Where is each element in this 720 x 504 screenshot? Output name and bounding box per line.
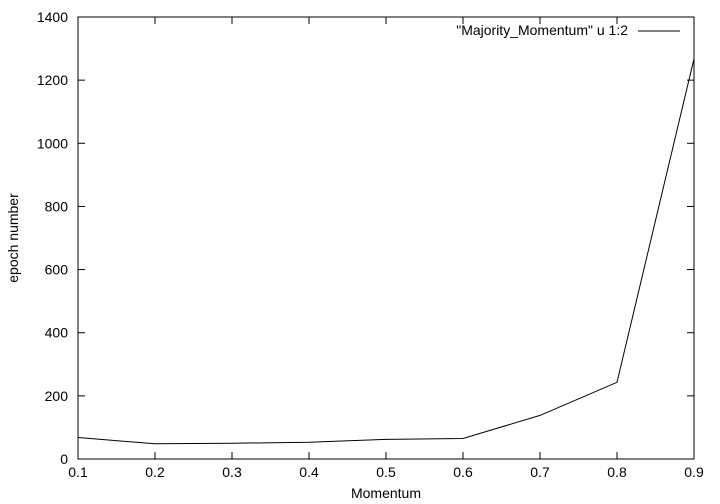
- x-tick-label: 0.5: [376, 464, 396, 480]
- y-tick-label: 600: [45, 262, 69, 278]
- x-axis-label: Momentum: [351, 485, 421, 501]
- plot-frame: [77, 16, 695, 460]
- x-tick-label: 0.1: [68, 464, 88, 480]
- x-tick-label: 0.8: [607, 464, 627, 480]
- y-axis-ticks: 0 200 400 600 800 1000 1200 1400: [37, 9, 694, 467]
- y-tick-label: 800: [45, 198, 69, 214]
- legend: "Majority_Momentum" u 1:2: [456, 22, 680, 38]
- x-tick-label: 0.3: [222, 464, 242, 480]
- legend-label: "Majority_Momentum" u 1:2: [456, 22, 628, 38]
- y-tick-label: 0: [60, 451, 68, 467]
- x-tick-label: 0.9: [684, 464, 704, 480]
- x-tick-label: 0.2: [145, 464, 165, 480]
- y-axis-label: epoch number: [5, 193, 21, 283]
- x-tick-label: 0.6: [453, 464, 473, 480]
- y-tick-label: 1000: [37, 135, 68, 151]
- y-tick-label: 200: [45, 388, 69, 404]
- y-tick-label: 1400: [37, 9, 68, 25]
- y-tick-label: 400: [45, 325, 69, 341]
- x-tick-label: 0.4: [299, 464, 319, 480]
- x-axis-ticks: 0.1 0.2 0.3 0.4 0.5 0.6 0.7 0.8 0.9: [68, 17, 704, 480]
- series-line: [77, 58, 695, 445]
- series-group: [77, 58, 695, 445]
- x-tick-label: 0.7: [530, 464, 550, 480]
- y-tick-label: 1200: [37, 72, 68, 88]
